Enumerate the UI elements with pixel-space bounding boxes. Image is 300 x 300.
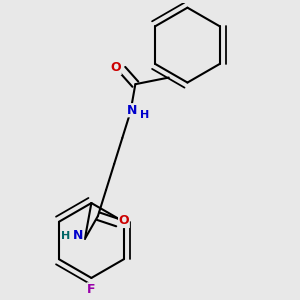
Text: H: H bbox=[140, 110, 150, 120]
Text: F: F bbox=[87, 283, 96, 296]
Text: N: N bbox=[73, 229, 83, 242]
Text: H: H bbox=[61, 231, 70, 241]
Text: N: N bbox=[127, 104, 137, 117]
Text: O: O bbox=[110, 61, 121, 74]
Text: O: O bbox=[118, 214, 129, 227]
